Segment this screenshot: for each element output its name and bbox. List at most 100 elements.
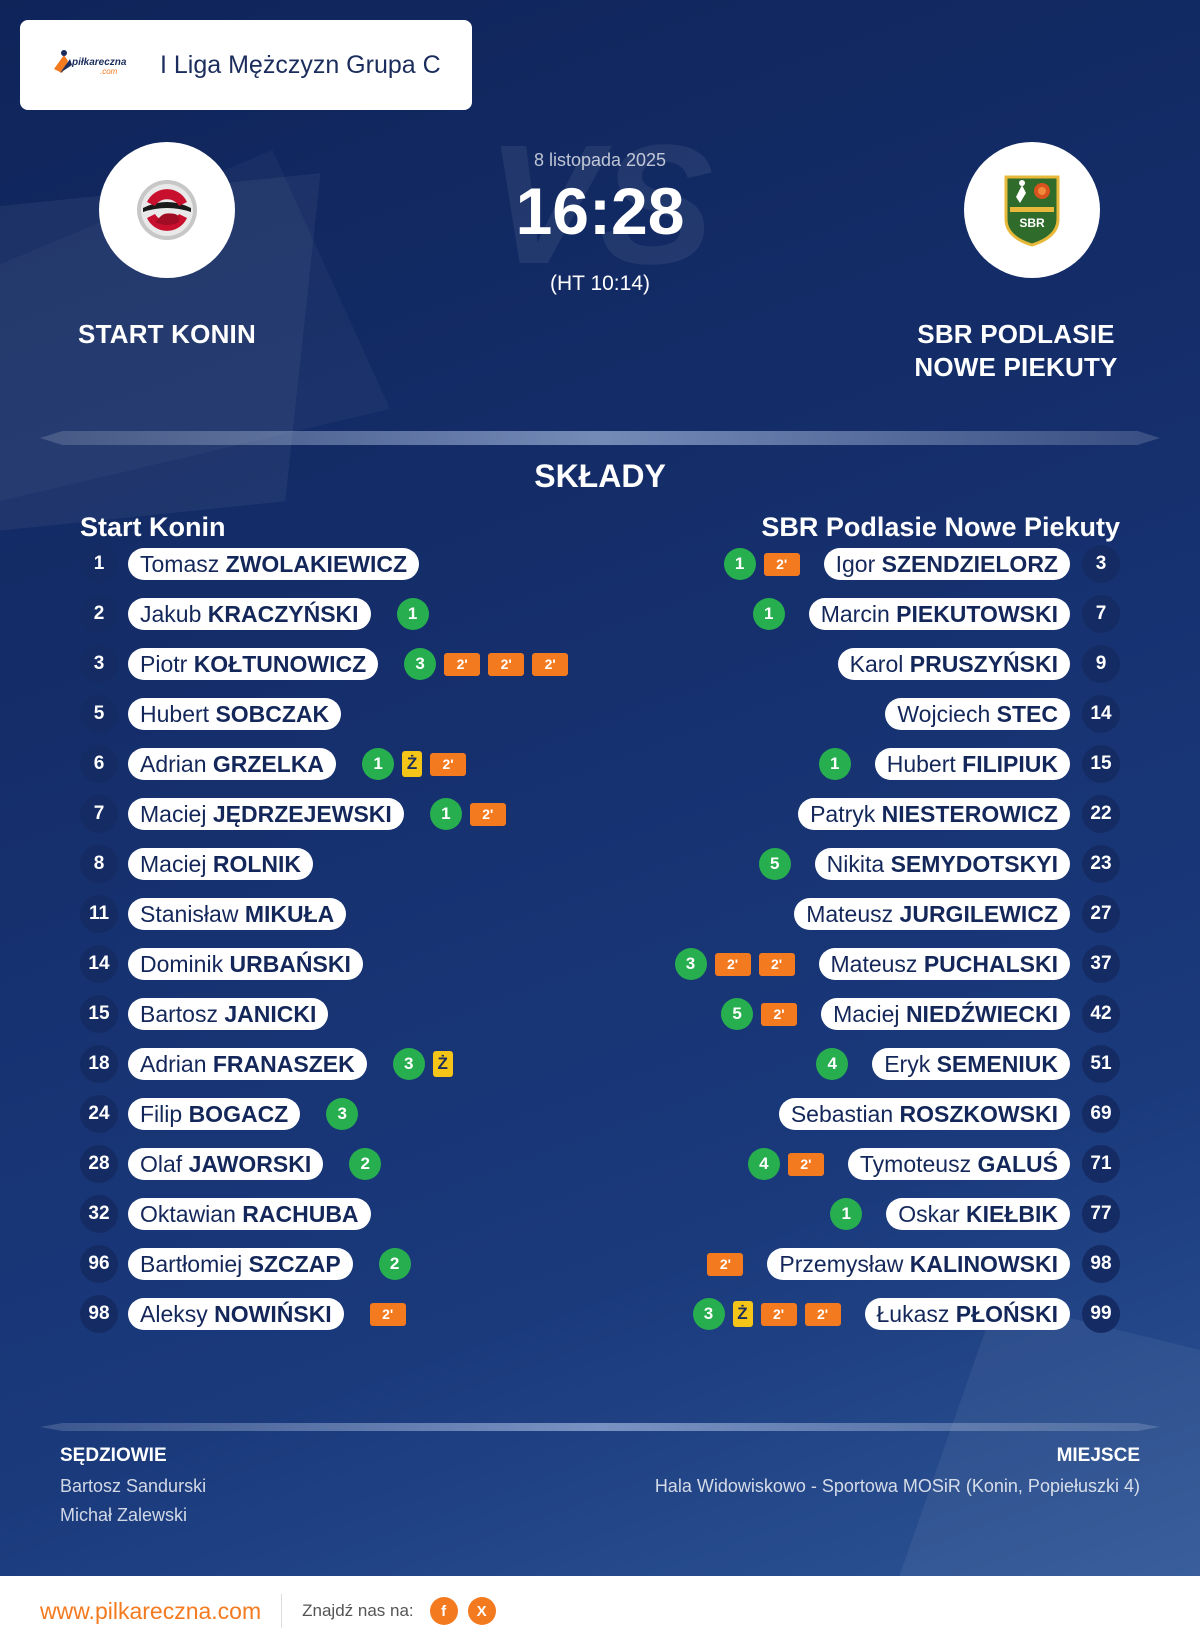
player-name: Sebastian ROSZKOWSKI — [778, 1098, 1070, 1130]
player-number: 3 — [1082, 545, 1120, 583]
player-number: 32 — [80, 1195, 118, 1233]
goals-badge: 1 — [362, 748, 395, 780]
player-last-name: SZCZAP — [248, 1251, 341, 1277]
away-player-row: 22 Patryk NIESTEROWICZ — [774, 795, 1120, 833]
player-last-name: NIEDŹWIECKI — [905, 1001, 1058, 1027]
player-first-name: Wojciech — [897, 701, 997, 727]
player-first-name: Oskar — [898, 1201, 966, 1227]
player-first-name: Adrian — [140, 751, 213, 777]
player-name: Igor SZENDZIELORZ — [823, 548, 1070, 580]
goals-badge: 3 — [674, 948, 707, 980]
player-stats: 3 2' 2' — [674, 948, 795, 980]
away-squad-title: SBR Podlasie Nowe Piekuty — [761, 512, 1120, 542]
player-last-name: PIEKUTOWSKI — [896, 601, 1058, 627]
facebook-icon[interactable]: f — [429, 1597, 458, 1625]
yellow-card-badge: Ż — [732, 1301, 753, 1327]
player-stats: 1 2' — [429, 798, 506, 830]
referee-name: Michał Zalewski — [60, 1505, 188, 1525]
logo-subtext: .com — [100, 67, 118, 76]
squads-title: SKŁADY — [534, 458, 666, 494]
player-last-name: ZWOLAKIEWICZ — [225, 551, 408, 577]
player-name: Mateusz PUCHALSKI — [818, 948, 1070, 980]
player-name: Adrian FRANASZEK — [128, 1048, 367, 1080]
goals-badge: 3 — [392, 1048, 425, 1080]
player-name: Hubert FILIPIUK — [874, 748, 1070, 780]
home-player-row: 1 Tomasz ZWOLAKIEWICZ — [80, 545, 445, 583]
player-name: Filip BOGACZ — [128, 1098, 301, 1130]
player-last-name: URBAŃSKI — [229, 951, 351, 977]
player-first-name: Jakub — [140, 601, 208, 627]
player-last-name: PRUSZYŃSKI — [909, 651, 1058, 677]
player-number: 98 — [80, 1295, 118, 1333]
away-player-row: 14 Wojciech STEC — [861, 695, 1120, 733]
player-last-name: KOŁTUNOWICZ — [193, 651, 367, 677]
match-date: 8 listopada 2025 — [533, 150, 667, 170]
halftime-score: (HT 10:14) — [550, 272, 650, 295]
player-name: Adrian GRZELKA — [128, 748, 337, 780]
player-name: Maciej JĘDRZEJEWSKI — [128, 798, 404, 830]
player-name: Olaf JAWORSKI — [128, 1148, 324, 1180]
player-last-name: KIEŁBIK — [966, 1201, 1058, 1227]
home-player-row: 32 Oktawian RACHUBA — [80, 1195, 397, 1233]
player-number: 99 — [1082, 1295, 1120, 1333]
player-name: Tomasz ZWOLAKIEWICZ — [128, 548, 420, 580]
home-player-row: 5 Hubert SOBCZAK — [80, 695, 367, 733]
player-first-name: Hubert — [140, 701, 216, 727]
player-first-name: Oktawian — [140, 1201, 243, 1227]
logo-text: piłkareczna — [71, 57, 127, 68]
player-number: 3 — [80, 645, 118, 683]
goals-badge: 1 — [830, 1198, 863, 1230]
goals-badge: 1 — [723, 548, 756, 580]
pilkareczna-logo[interactable]: piłkareczna .com — [50, 47, 140, 83]
goals-badge: 5 — [758, 848, 791, 880]
player-last-name: SEMYDOTSKYI — [890, 851, 1058, 877]
website-link[interactable]: www.pilkareczna.com — [40, 1597, 262, 1624]
player-stats: 2 — [378, 1248, 411, 1280]
player-first-name: Nikita — [826, 851, 891, 877]
home-player-row: 8 Maciej ROLNIK — [80, 845, 339, 883]
suspension-badge: 2' — [532, 652, 569, 676]
player-name: Stanisław MIKUŁA — [128, 898, 347, 930]
player-stats: 4 — [816, 1048, 849, 1080]
away-player-row: 3 Igor SZENDZIELORZ 1 2' — [723, 545, 1120, 583]
suspension-badge: 2' — [488, 652, 525, 676]
goals-badge: 2 — [349, 1148, 382, 1180]
player-name: Eryk SEMENIUK — [872, 1048, 1070, 1080]
away-player-row: 69 Sebastian ROSZKOWSKI — [755, 1095, 1120, 1133]
away-player-row: 98 Przemysław KALINOWSKI 2' — [707, 1245, 1120, 1283]
suspension-badge: 2' — [761, 1002, 798, 1026]
vs-watermark: VS — [486, 110, 714, 300]
away-player-row: 42 Maciej NIEDŹWIECKI 5 2' — [721, 995, 1120, 1033]
suspension-badge: 2' — [758, 952, 795, 976]
away-player-row: 9 Karol PRUSZYŃSKI — [814, 645, 1120, 683]
away-player-row: 15 Hubert FILIPIUK 1 — [818, 745, 1120, 783]
goals-badge: 5 — [721, 998, 754, 1030]
player-number: 98 — [1082, 1245, 1120, 1283]
player-last-name: JĘDRZEJEWSKI — [212, 801, 392, 827]
player-name: Łukasz PŁOŃSKI — [864, 1298, 1070, 1330]
player-name: Patryk NIESTEROWICZ — [798, 798, 1070, 830]
player-first-name: Sebastian — [790, 1101, 900, 1127]
player-first-name: Stanisław — [140, 901, 245, 927]
player-number: 6 — [80, 745, 118, 783]
player-stats: 3 — [326, 1098, 359, 1130]
player-name: Mateusz JURGILEWICZ — [794, 898, 1070, 930]
player-name: Maciej NIEDŹWIECKI — [821, 998, 1070, 1030]
player-name: Piotr KOŁTUNOWICZ — [128, 648, 379, 680]
player-number: 96 — [80, 1245, 118, 1283]
league-name: I Liga Mężczyzn Grupa C — [160, 50, 441, 79]
player-number: 5 — [80, 695, 118, 733]
player-first-name: Mateusz — [806, 901, 900, 927]
player-stats: 3 2' 2' 2' — [404, 648, 569, 680]
suspension-badge: 2' — [369, 1302, 406, 1326]
player-last-name: PŁOŃSKI — [955, 1301, 1058, 1327]
player-number: 22 — [1082, 795, 1120, 833]
player-last-name: ROLNIK — [212, 851, 302, 877]
player-last-name: SEMENIUK — [936, 1051, 1058, 1077]
x-icon[interactable]: X — [467, 1597, 496, 1625]
player-first-name: Olaf — [140, 1151, 189, 1177]
player-name: Bartosz JANICKI — [128, 998, 329, 1030]
player-stats: 5 — [758, 848, 791, 880]
home-player-row: 7 Maciej JĘDRZEJEWSKI 1 2' — [80, 795, 506, 833]
player-first-name: Karol — [849, 651, 910, 677]
